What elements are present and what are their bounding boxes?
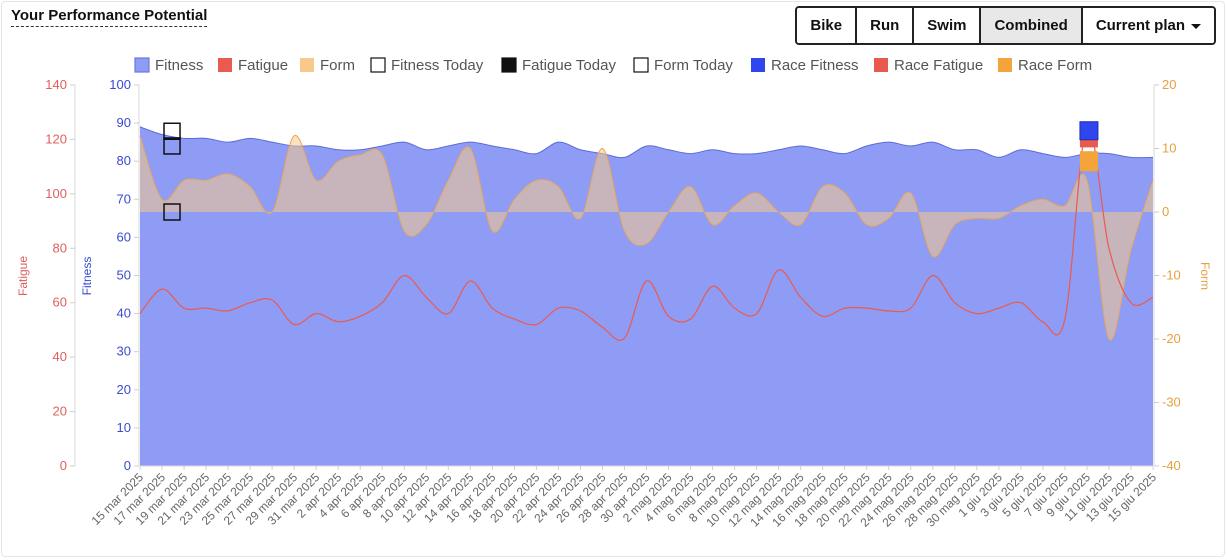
form-tick-label: -10 — [1162, 268, 1181, 283]
legend-item-label: Fitness — [155, 57, 203, 74]
fatigue-tick-label: 0 — [60, 458, 67, 473]
fitness-axis-label: Fitness — [80, 257, 94, 296]
fitness-line — [139, 126, 1154, 159]
form-today-marker-top — [163, 137, 181, 155]
fitness-tick-label: 50 — [117, 268, 131, 283]
fitness-tick-label: 0 — [124, 458, 131, 473]
legend-swatch — [218, 58, 232, 72]
form-today-marker — [163, 203, 181, 221]
form-tick-label: 10 — [1162, 141, 1176, 156]
legend-item-label: Form — [320, 57, 355, 74]
fitness-tick-label: 40 — [117, 306, 131, 321]
swim-button[interactable]: Swim — [914, 8, 982, 43]
plan-dropdown[interactable]: Current plan — [1082, 8, 1214, 43]
form-line — [139, 135, 1154, 341]
form-tick-label: -40 — [1162, 458, 1181, 473]
legend-item-label: Race Form — [1018, 57, 1092, 74]
form-tick-label: -30 — [1162, 395, 1181, 410]
legend-swatch — [501, 57, 517, 73]
fatigue-tick-label: 20 — [53, 404, 67, 419]
race-form-marker — [1079, 151, 1098, 172]
form-tick-label: 20 — [1162, 77, 1176, 92]
fitness-tick-label: 30 — [117, 344, 131, 359]
legend-item-label: Fatigue Today — [522, 57, 616, 74]
fitness-tick-label: 80 — [117, 153, 131, 168]
fitness-tick-label: 60 — [117, 229, 131, 244]
legend-swatch — [633, 57, 649, 73]
race-fitness-marker — [1079, 121, 1099, 141]
plan-dropdown-label: Current plan — [1095, 17, 1185, 34]
legend-item-label: Race Fatigue — [894, 57, 983, 74]
legend-swatch — [134, 57, 150, 73]
fatigue-tick-label: 40 — [53, 349, 67, 364]
legend-swatch — [751, 58, 765, 72]
legend-swatch — [998, 58, 1012, 72]
fitness-tick-label: 90 — [117, 115, 131, 130]
legend-item-label: Form Today — [654, 57, 733, 74]
legend-swatch — [874, 58, 888, 72]
fatigue-line — [139, 124, 1154, 341]
bike-button[interactable]: Bike — [797, 8, 858, 43]
fatigue-axis-label: Fatigue — [16, 256, 30, 296]
fatigue-tick-label: 80 — [53, 240, 67, 255]
fatigue-tick-label: 140 — [45, 77, 67, 92]
form-area — [140, 135, 1153, 341]
run-button[interactable]: Run — [857, 8, 915, 43]
legend-item-label: Race Fitness — [771, 57, 859, 74]
legend-item-label: Fitness Today — [391, 57, 484, 74]
fatigue-tick-label: 100 — [45, 186, 67, 201]
page-title: Your Performance Potential — [11, 7, 208, 27]
fitness-today-marker — [163, 122, 181, 141]
fatigue-tick-label: 60 — [53, 295, 67, 310]
view-toggle-group: Bike Run Swim Combined Current plan — [795, 6, 1216, 45]
chevron-down-icon — [1191, 23, 1201, 29]
form-tick-label: -20 — [1162, 331, 1181, 346]
fitness-tick-label: 70 — [117, 191, 131, 206]
legend-item-label: Fatigue — [238, 57, 288, 74]
form-axis-label: Form — [1198, 262, 1212, 290]
combined-button[interactable]: Combined — [981, 8, 1083, 43]
fitness-tick-label: 10 — [117, 420, 131, 435]
legend-swatch — [300, 58, 314, 72]
fitness-tick-label: 100 — [109, 77, 131, 92]
legend-swatch — [370, 57, 386, 73]
fitness-tick-label: 20 — [117, 382, 131, 397]
form-tick-label: 0 — [1162, 204, 1169, 219]
fatigue-tick-label: 120 — [45, 131, 67, 146]
